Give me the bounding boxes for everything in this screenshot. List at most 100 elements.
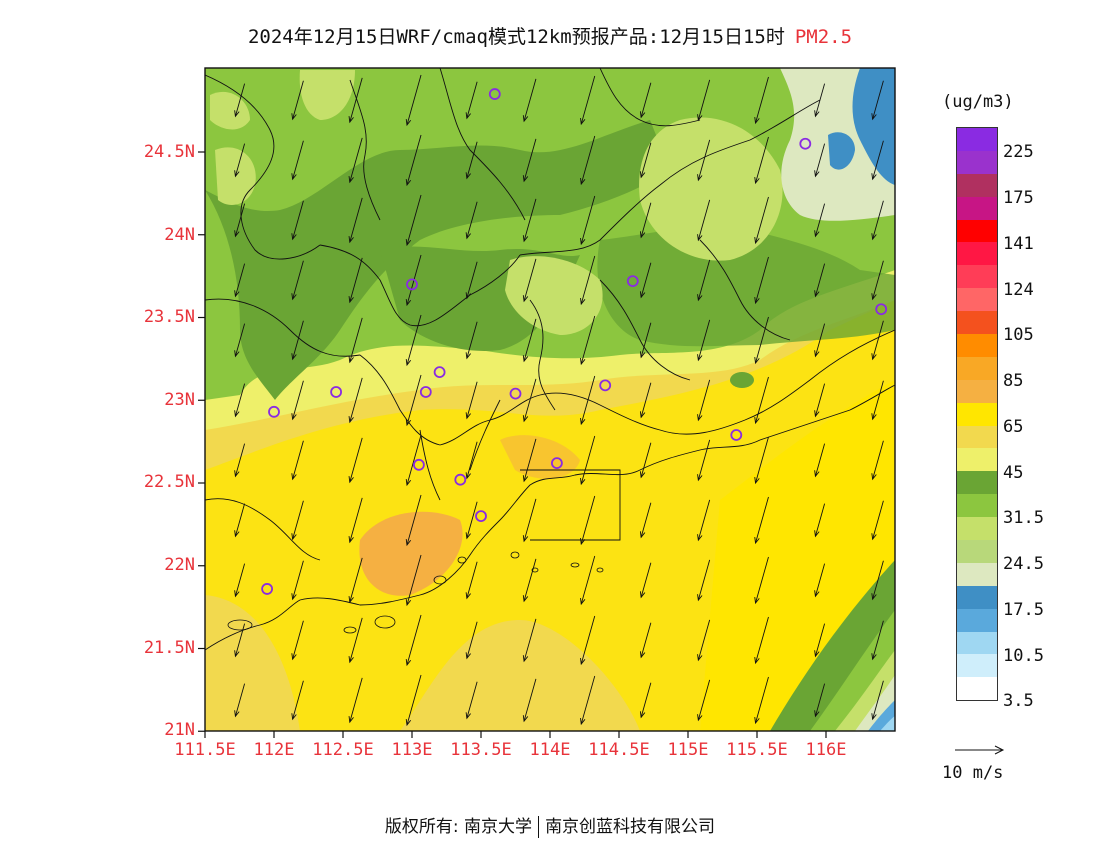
station-marker (599, 379, 612, 392)
lon-label: 113E (391, 740, 433, 760)
wind-arrow (697, 679, 711, 722)
wind-arrow (234, 563, 246, 598)
wind-arrow (697, 619, 711, 662)
wind-arrow (522, 138, 537, 183)
wind-arrow (522, 198, 537, 243)
wind-arrow (465, 381, 478, 420)
wind-arrow (522, 438, 537, 483)
wind-arrow (465, 141, 478, 180)
wind-arrow (522, 678, 537, 723)
wind-arrow (348, 137, 363, 184)
wind-arrow (814, 83, 826, 118)
wind-arrow (522, 318, 537, 363)
wind-arrow (234, 143, 246, 178)
lat-label: 21.5N (143, 638, 195, 658)
title-variable: PM2.5 (794, 26, 853, 48)
station-marker (406, 278, 418, 291)
wind-arrow (522, 258, 537, 303)
station-marker (488, 88, 501, 100)
wind-arrow (814, 623, 826, 658)
legend-swatch (957, 173, 997, 197)
legend-label: 10.5 (1003, 646, 1044, 666)
legend-swatch (957, 448, 997, 472)
wind-arrow (291, 80, 304, 121)
wind-arrow (871, 380, 884, 421)
islands (227, 551, 604, 634)
pm25-field (205, 68, 895, 731)
wind-arrow (234, 443, 246, 478)
station-marker (433, 366, 446, 379)
station-marker (626, 275, 639, 287)
legend-swatch (957, 494, 997, 518)
wind-arrow (871, 260, 884, 301)
wind-arrow (291, 260, 304, 301)
station-marker (509, 387, 522, 400)
wind-arrow (522, 498, 537, 543)
wind-arrow (871, 200, 884, 241)
boundaries (205, 68, 895, 651)
wind-arrow (580, 135, 596, 186)
lat-label: 22.5N (143, 472, 195, 492)
wind-arrow (871, 500, 884, 541)
wind-arrow (639, 202, 652, 239)
wind-arrow (754, 496, 769, 545)
wind-arrow (291, 380, 304, 421)
wind-arrow (405, 74, 422, 127)
wind-arrow (291, 680, 304, 721)
lat-ticks (198, 151, 205, 732)
wind-arrow (754, 76, 769, 125)
wind-arrow (580, 255, 596, 306)
wind-arrow (697, 499, 711, 542)
wind-arrow (348, 317, 363, 364)
legend-swatch (957, 128, 997, 151)
legend-label: 17.5 (1003, 600, 1044, 620)
station-markers (261, 88, 888, 595)
lon-label: 115E (667, 740, 709, 760)
lon-label: 116E (805, 740, 847, 760)
wind-arrow (580, 315, 596, 366)
station-marker (475, 510, 487, 522)
wind-arrow (639, 142, 652, 179)
legend-swatch (957, 677, 997, 701)
wind-arrow (348, 377, 363, 424)
wind-arrow (871, 80, 884, 121)
wind-arrow (871, 320, 884, 361)
wind-arrow (754, 676, 769, 725)
legend-label: 124 (1003, 280, 1034, 300)
wind-arrow (405, 134, 422, 187)
wind-arrow (405, 314, 422, 367)
wind-arrow (348, 77, 363, 124)
station-marker (551, 457, 563, 470)
legend-label: 31.5 (1003, 508, 1044, 528)
station-marker (412, 458, 425, 471)
wind-arrow (754, 616, 769, 665)
legend-swatch (957, 631, 997, 655)
color-legend (956, 127, 998, 702)
wind-arrow (465, 621, 478, 660)
lon-label: 113.5E (450, 740, 512, 760)
wind-arrow (348, 437, 363, 484)
wind-arrow (871, 560, 884, 601)
legend-swatch (957, 540, 997, 563)
wind-arrow (814, 683, 826, 718)
legend-swatch (957, 471, 997, 495)
wind-arrow (871, 440, 884, 481)
wind-arrow (754, 136, 769, 185)
wind-arrow (697, 379, 711, 422)
wind-arrow (639, 262, 652, 299)
wind-arrow (348, 257, 363, 304)
title-text: 2024年12月15日WRF/cmaq模式12km预报产品:12月15日15时 (247, 26, 785, 48)
legend-label: 65 (1003, 417, 1024, 437)
legend-label: 225 (1003, 142, 1034, 162)
wind-arrow (580, 495, 596, 546)
legend-swatch (957, 311, 997, 335)
station-marker (730, 429, 743, 441)
legend-swatch (957, 379, 997, 403)
wind-arrow (405, 554, 422, 607)
wind-arrow (465, 201, 478, 240)
wind-arrow (291, 620, 304, 661)
wind-arrow (580, 555, 596, 606)
wind-arrow (405, 434, 422, 487)
lat-label: 23N (164, 390, 195, 410)
wind-arrow (754, 376, 769, 425)
